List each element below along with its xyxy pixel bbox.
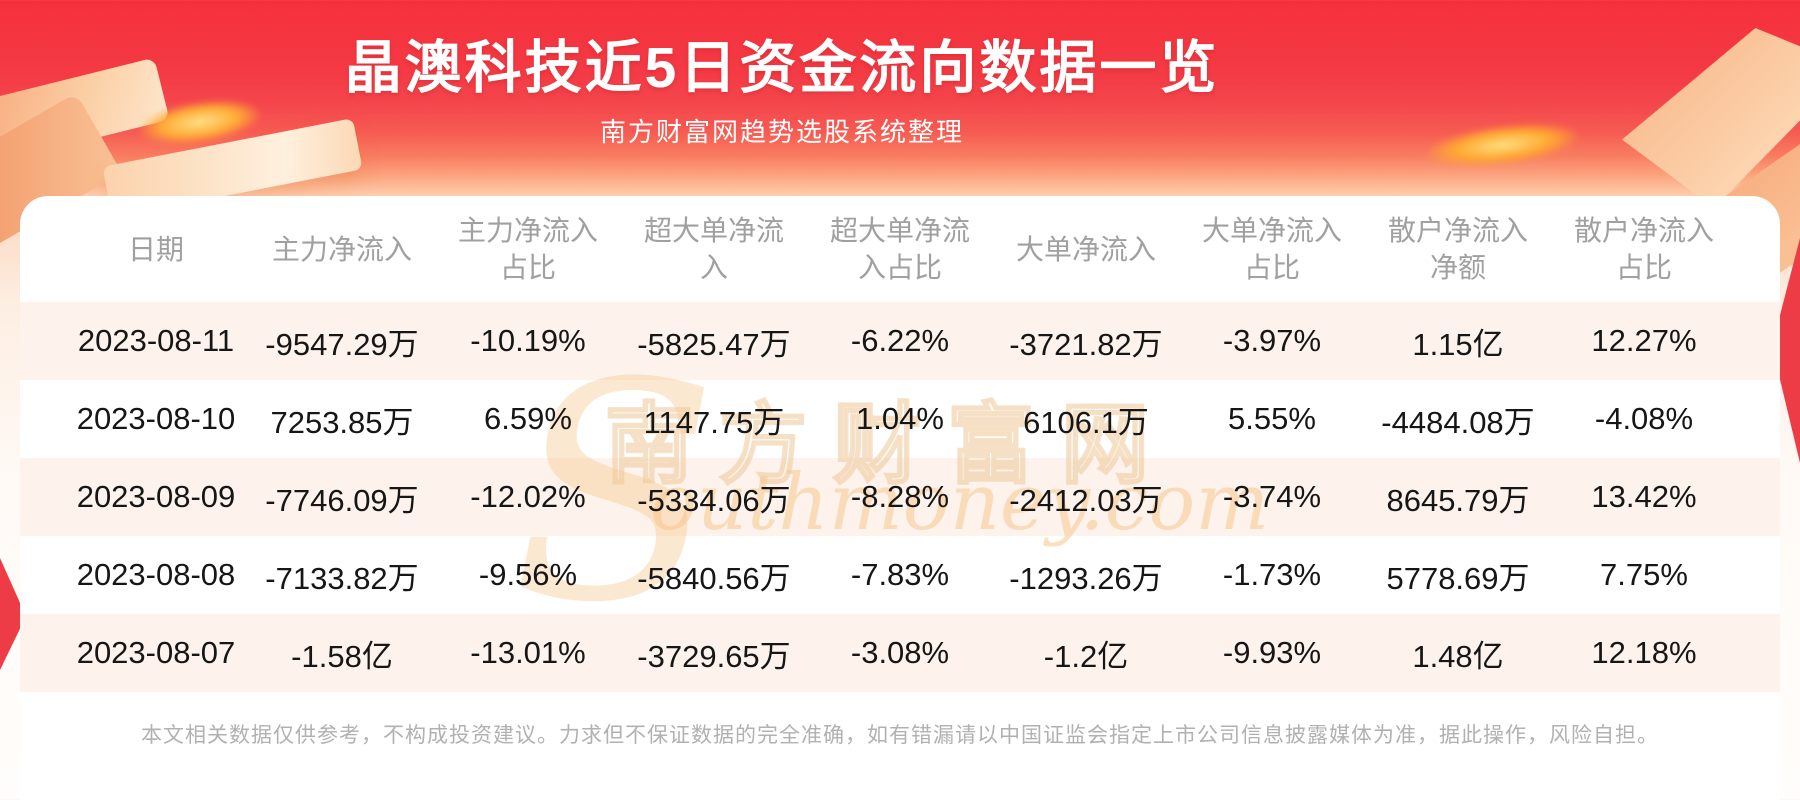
table-cell: 6.59%: [484, 401, 572, 436]
table-cell: 1.15亿: [1412, 326, 1504, 362]
table-cell: -13.01%: [470, 635, 586, 670]
table-cell: -4484.08万: [1381, 404, 1535, 440]
column-header-line: 大单净流入: [1015, 233, 1156, 265]
table-cell: 7.75%: [1600, 557, 1688, 592]
table-cell: 2023-08-07: [76, 635, 236, 670]
table-cell: 6106.1万: [1023, 404, 1149, 440]
table-cell: -1293.26万: [1009, 560, 1163, 596]
column-header-line: 超大单净流: [643, 215, 784, 246]
column-header-line: 占比: [1243, 252, 1300, 283]
table-cell: 2023-08-10: [76, 401, 236, 436]
table-cell: 5.55%: [1228, 401, 1316, 436]
table-cell: -3.97%: [1222, 323, 1322, 358]
table-cell: 5778.69万: [1386, 560, 1530, 596]
table-cell: 12.27%: [1591, 323, 1697, 358]
row-stripe: [20, 302, 1780, 380]
table-cell: -5825.47万: [637, 326, 791, 362]
table-cell: -1.2亿: [1043, 638, 1129, 674]
table-cell: 2023-08-08: [76, 557, 236, 592]
column-header-line: 主力净流入: [271, 233, 412, 265]
table-cell: -1.58亿: [291, 638, 393, 674]
column-header: 散户净流入 净额: [1365, 196, 1551, 302]
page-title: 晶澳科技近5日资金流向数据一览: [344, 36, 1220, 100]
footer-disclaimer: 本文相关数据仅供参考，不构成投资建议。力求但不保证数据的完全准确，如有错漏请以中…: [141, 724, 1659, 747]
column-header-line: 主力净流入: [457, 215, 598, 246]
column-header: 大单净流入 占比: [1179, 196, 1365, 302]
table-cell: -4.08%: [1594, 401, 1694, 436]
table-cell: 1147.75万: [643, 404, 785, 440]
table-cell: 2023-08-09: [76, 479, 236, 514]
table-cell: -3721.82万: [1009, 326, 1163, 362]
table-cell: 7253.85万: [270, 404, 414, 440]
table-cell: -8.28%: [850, 479, 950, 514]
table-cell: -3.74%: [1222, 479, 1322, 514]
row-stripes-layer: [20, 196, 1780, 800]
column-header-line: 大单净流入: [1201, 215, 1342, 246]
table-cell: -7746.09万: [265, 482, 419, 518]
table-cell: 2023-08-11: [77, 323, 235, 358]
table-cell: -5840.56万: [637, 560, 791, 596]
data-card: S 南方财富网 outhmoney.com 日期 主力净流入 主力净流入 占比 超大单净…: [20, 196, 1780, 800]
table-cell: -5334.06万: [637, 482, 791, 518]
column-header-line: 占比: [499, 252, 556, 283]
column-header-line: 入占比: [857, 252, 942, 283]
column-header: 超大单净流入: [621, 196, 807, 302]
column-header: 散户净流入 占比: [1551, 196, 1737, 302]
column-header: 主力净流入: [249, 196, 435, 302]
table-cell: 1.48亿: [1412, 638, 1504, 674]
table-cell: -12.02%: [470, 479, 586, 514]
table-cell: -3.08%: [850, 635, 950, 670]
row-stripe: [20, 614, 1780, 692]
fund-flow-table: 日期 主力净流入 主力净流入 占比 超大单净流入超大单净流 入占比 大单净流入 大单净流入 占比…: [20, 196, 1780, 800]
table-cell: 8645.79万: [1386, 482, 1530, 518]
column-header: 主力净流入 占比: [435, 196, 621, 302]
table-cell: -9.93%: [1222, 635, 1322, 670]
table-cell: -7.83%: [850, 557, 950, 592]
column-header-line: 散户净流入: [1387, 215, 1528, 246]
table-cell: -9547.29万: [265, 326, 419, 362]
table-cell: -9.56%: [478, 557, 578, 592]
table-cell: -7133.82万: [265, 560, 419, 596]
column-header-line: 散户净流入: [1573, 215, 1714, 246]
table-cell: -3729.65万: [637, 638, 791, 674]
column-header: 大单净流入: [993, 196, 1179, 302]
column-header-line: 占比: [1615, 252, 1672, 283]
column-header-line: 净额: [1429, 252, 1486, 283]
column-header-line: 日期: [127, 233, 184, 265]
table-cell: -6.22%: [850, 323, 950, 358]
table-cell: 12.18%: [1591, 635, 1697, 670]
row-stripe: [20, 458, 1780, 536]
column-header-line: 超大单净流: [829, 215, 970, 246]
column-header: 日期: [63, 196, 249, 302]
table-cell: -1.73%: [1222, 557, 1322, 592]
table-cell: 13.42%: [1591, 479, 1697, 514]
column-header: 超大单净流 入占比: [807, 196, 993, 302]
table-cell: -10.19%: [470, 323, 586, 358]
page-subtitle: 南方财富网趋势选股系统整理: [599, 117, 964, 147]
table-cell: -2412.03万: [1009, 482, 1163, 518]
table-cell: 1.04%: [856, 401, 944, 436]
column-header-line: 入: [699, 252, 728, 283]
